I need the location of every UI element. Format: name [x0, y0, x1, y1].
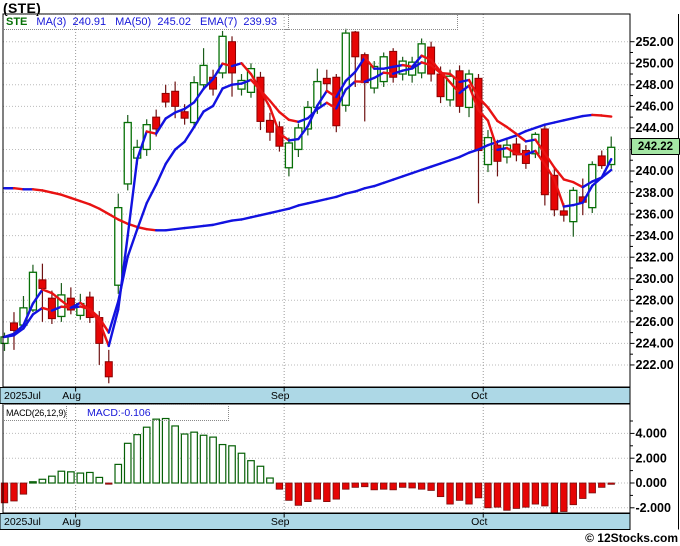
legend-empty-cell — [285, 14, 458, 30]
price-tick-label: 234.00 — [636, 229, 674, 243]
macd-indicator-label: MACD(26,12,9) — [3, 404, 67, 421]
month-label: Oct — [471, 516, 487, 528]
price-tick-label: 226.00 — [636, 315, 674, 329]
macd-axis: 4.000 2.000 0.000 -2.000 — [630, 420, 671, 515]
legend-ema7: EMA(7) 239.93 — [199, 16, 278, 28]
legend-ma50: MA(50) 245.02 — [115, 16, 191, 28]
price-tick-label: 240.00 — [636, 164, 674, 178]
last-price-tag: 242.22 — [631, 138, 680, 156]
month-label: Sep — [271, 516, 290, 528]
month-label: 2025Jul — [4, 390, 41, 402]
price-tick-label: 228.00 — [636, 294, 674, 308]
indicator-legend: STE MA(3) 240.91 MA(50) 245.02 EMA(7) 23… — [2, 14, 289, 30]
month-label: Aug — [62, 390, 81, 402]
macd-current-value: MACD:-0.106 — [64, 404, 229, 421]
month-label: 2025Jul — [4, 516, 41, 528]
price-tick-label: 252.00 — [636, 35, 674, 49]
chart-title: (STE) — [3, 0, 42, 16]
macd-tick-label: 4.000 — [636, 427, 667, 441]
ticker-symbol: STE — [6, 16, 28, 28]
month-label: Oct — [471, 390, 487, 402]
ma3-line — [3, 54, 613, 348]
price-axis: 252.00250.00248.00246.00244.00242.00240.… — [630, 35, 674, 372]
month-label: Sep — [271, 390, 290, 402]
watermark: © 12Stocks.com — [585, 531, 678, 545]
month-label: Aug — [62, 516, 81, 528]
price-tick-label: 244.00 — [636, 121, 674, 135]
price-tick-label: 232.00 — [636, 250, 674, 264]
price-tick-label: 250.00 — [636, 56, 674, 70]
macd-tick-label: 2.000 — [636, 451, 667, 465]
price-tick-label: 222.00 — [636, 358, 674, 372]
macd-histogram — [0, 417, 615, 514]
price-tick-label: 236.00 — [636, 207, 674, 221]
ma50-line — [3, 113, 613, 232]
price-tick-label: 230.00 — [636, 272, 674, 286]
legend-ma3: MA(3) 240.91 — [36, 16, 107, 28]
macd-tick-label: -2.000 — [636, 501, 671, 515]
price-tick-label: 238.00 — [636, 186, 674, 200]
price-tick-label: 224.00 — [636, 337, 674, 351]
macd-tick-label: 0.000 — [636, 476, 667, 490]
price-tick-label: 248.00 — [636, 78, 674, 92]
price-tick-label: 246.00 — [636, 100, 674, 114]
